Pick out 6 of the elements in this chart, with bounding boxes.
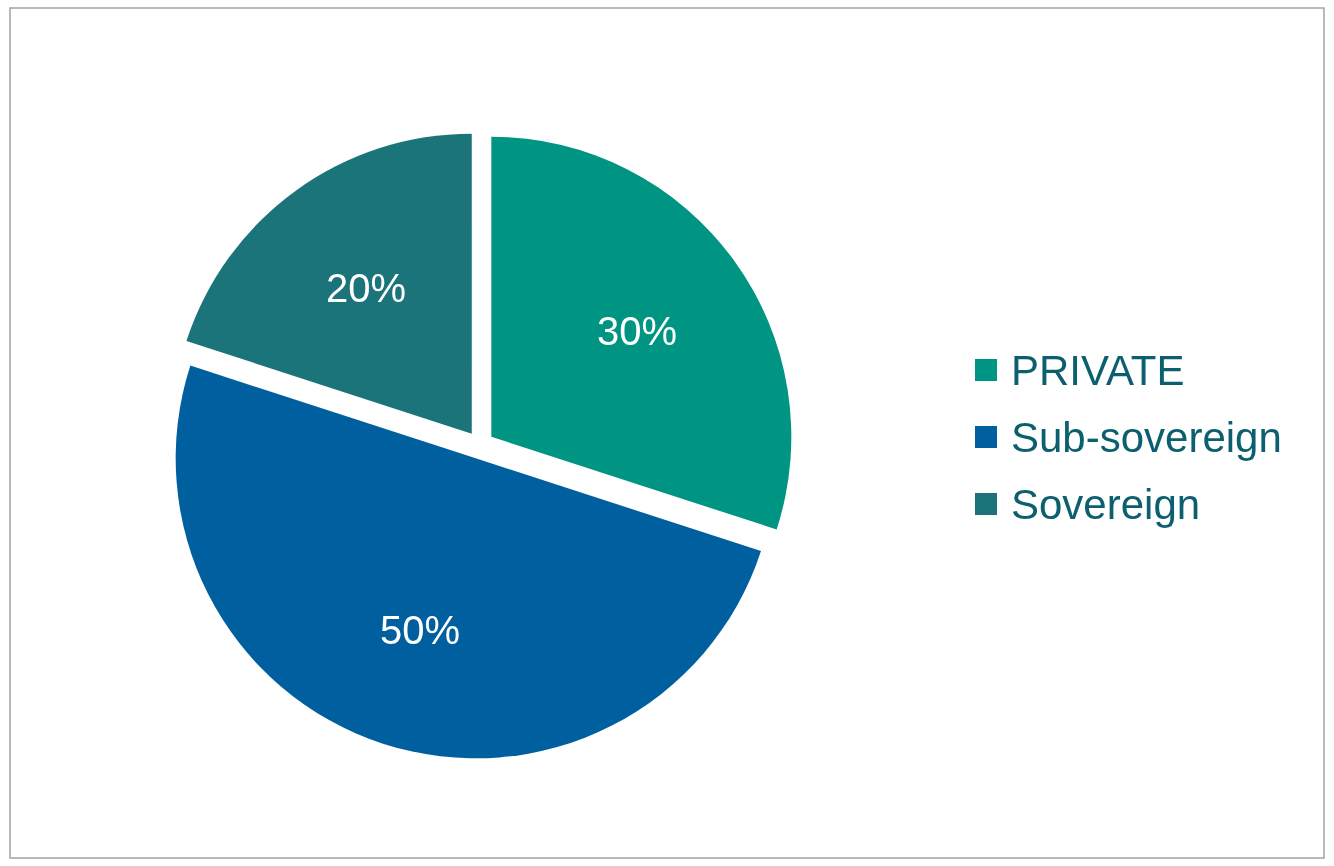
legend-label: Sovereign — [1011, 480, 1201, 528]
data-label: 30% — [596, 308, 677, 353]
data-label: 20% — [325, 266, 406, 311]
legend-label: Sub-sovereign — [1011, 413, 1282, 461]
data-label: 50% — [380, 607, 461, 652]
legend-label: PRIVATE — [1011, 346, 1185, 394]
